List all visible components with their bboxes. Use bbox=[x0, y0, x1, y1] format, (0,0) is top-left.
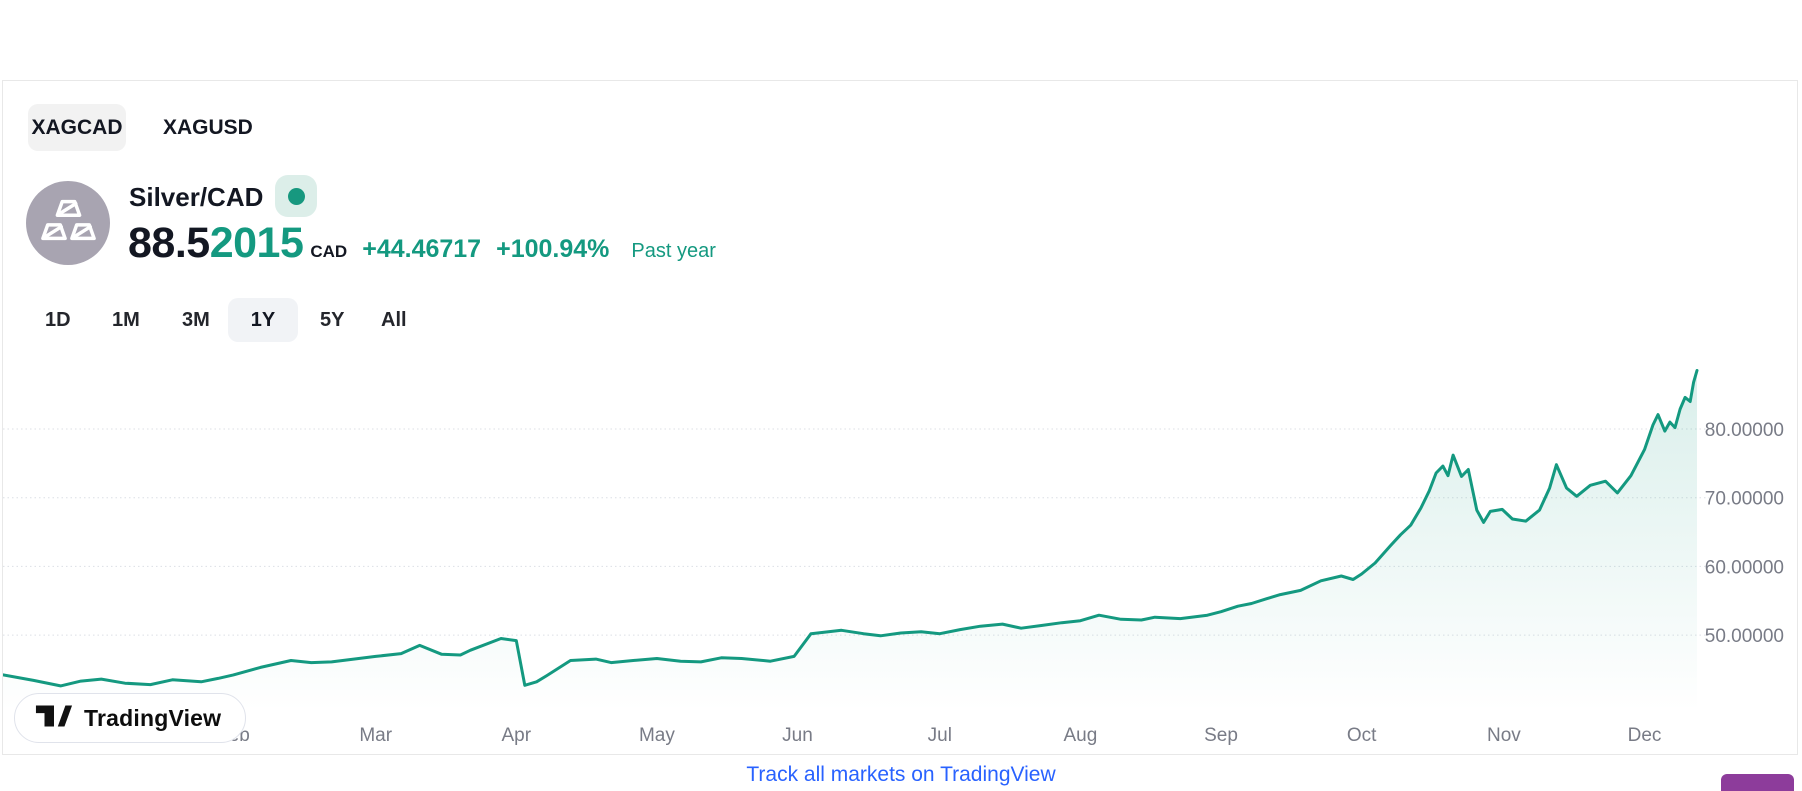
attribution-label: TradingView bbox=[84, 704, 222, 731]
price-currency: CAD bbox=[310, 242, 348, 261]
price-change: +44.46717 bbox=[362, 235, 482, 263]
x-axis-label: Aug bbox=[1063, 725, 1097, 746]
range-button-5y[interactable]: 5Y bbox=[320, 309, 345, 331]
tradingview-logo-icon bbox=[35, 704, 73, 733]
price-row: 88.5 2015 CAD +44.46717 +100.94% Past yea… bbox=[128, 219, 716, 268]
track-markets-link[interactable]: Track all markets on TradingView bbox=[746, 763, 1056, 786]
footer: Track all markets on TradingView bbox=[0, 763, 1802, 787]
x-axis-label: May bbox=[639, 725, 675, 746]
x-axis-label: Mar bbox=[359, 725, 392, 746]
y-axis-label: 70.00000 bbox=[1705, 489, 1784, 510]
price-main: 88.5 bbox=[128, 219, 210, 267]
area-fill bbox=[3, 370, 1697, 711]
price-period-label: Past year bbox=[631, 240, 716, 262]
market-open-dot-icon bbox=[287, 187, 305, 205]
range-button-1d[interactable]: 1D bbox=[45, 309, 71, 331]
symbol-logo bbox=[26, 181, 110, 265]
x-axis-label: Nov bbox=[1487, 725, 1521, 746]
range-button-all[interactable]: All bbox=[381, 309, 407, 331]
price-chart[interactable]: 80.0000070.0000060.0000050.00000FebMarAp… bbox=[3, 351, 1799, 755]
symbol-name: Silver/CAD bbox=[129, 182, 264, 212]
market-status-badge bbox=[275, 175, 317, 217]
range-button-1y-active[interactable]: 1Y bbox=[228, 298, 298, 342]
y-axis-label: 60.00000 bbox=[1705, 557, 1784, 578]
scroll-to-top-button[interactable] bbox=[1721, 774, 1794, 791]
price-sub-digits: 2015 bbox=[209, 219, 304, 267]
y-axis-label: 50.00000 bbox=[1705, 626, 1784, 647]
x-axis-label: Jun bbox=[782, 725, 813, 746]
x-axis-label: Sep bbox=[1204, 725, 1238, 746]
x-axis-label: Jul bbox=[928, 725, 952, 746]
tab-xagusd[interactable]: XAGUSD bbox=[163, 116, 253, 139]
x-axis-label: Apr bbox=[502, 725, 532, 746]
y-axis-label: 80.00000 bbox=[1705, 420, 1784, 441]
range-button-1m[interactable]: 1M bbox=[112, 309, 140, 331]
price-change-percent: +100.94% bbox=[496, 235, 610, 263]
x-axis-label: Oct bbox=[1347, 725, 1377, 746]
silver-ingots-icon bbox=[39, 198, 97, 249]
tab-xagcad[interactable]: XAGCAD bbox=[28, 104, 126, 151]
tradingview-attribution[interactable]: TradingView bbox=[14, 693, 247, 743]
x-axis-label: Dec bbox=[1628, 725, 1662, 746]
range-button-3m[interactable]: 3M bbox=[182, 309, 210, 331]
price-line bbox=[3, 369, 1699, 688]
tradingview-symbol-overview-widget: XAGCAD XAGUSD bbox=[2, 80, 1799, 791]
